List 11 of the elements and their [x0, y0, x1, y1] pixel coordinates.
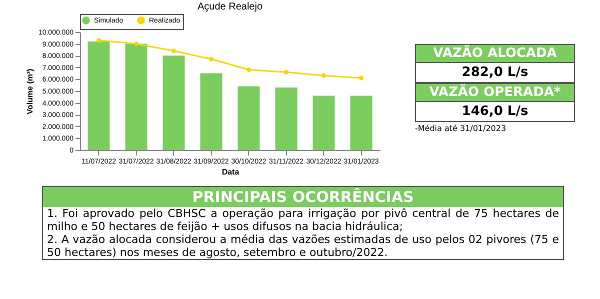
y-axis-title: Volume (m³)	[25, 68, 34, 114]
text: 1. Foi aprovado pelo CBHSC a operação para irrigação por pivô central de 75 hectares de milho e 50 hectares de feijão + usos difusos na bacia hidráulica;	[46, 207, 560, 233]
text: 282,0 L/s	[415, 63, 575, 83]
text: VAZÃO OPERADA*	[415, 83, 575, 102]
chart-title: Açude Realejo	[197, 2, 263, 12]
text: 146,0 L/s	[415, 102, 575, 122]
text: VAZÃO ALOCADA	[415, 44, 575, 63]
x-axis-title: Data	[222, 168, 240, 176]
text: 2. A vazão alocada considerou a média das vazões estimadas de uso pelos 02 pivores (75 e 50 hectares) nos meses de agosto, setembro e outubro/2022.	[46, 233, 560, 259]
text: PRINCIPAIS OCORRÊNCIAS	[43, 187, 563, 207]
text: -Média até 31/01/2023	[415, 124, 508, 133]
